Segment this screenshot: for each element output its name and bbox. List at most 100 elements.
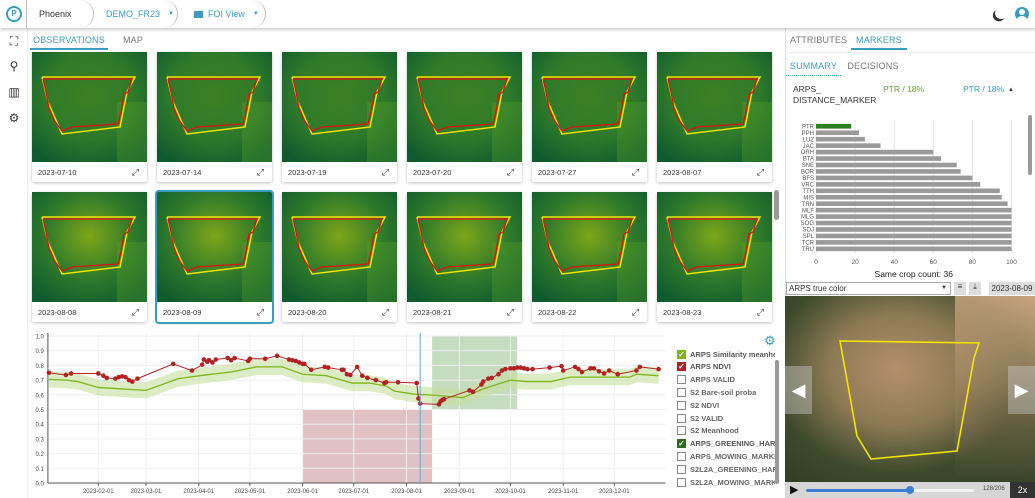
ndvi-point[interactable] xyxy=(588,366,593,371)
ndvi-point[interactable] xyxy=(68,371,74,376)
checkbox[interactable] xyxy=(677,464,686,474)
ndvi-point[interactable] xyxy=(130,379,135,384)
ndvi-point[interactable] xyxy=(591,366,597,371)
ndvi-point[interactable] xyxy=(480,379,486,384)
markers-scrollbar[interactable] xyxy=(1028,115,1032,175)
ndvi-point[interactable] xyxy=(579,369,585,375)
bar[interactable] xyxy=(816,124,852,129)
tab-decisions[interactable]: DECISIONS xyxy=(847,61,899,71)
checkbox[interactable] xyxy=(677,451,686,461)
ndvi-point[interactable] xyxy=(359,373,365,378)
bar[interactable] xyxy=(816,130,860,136)
bar[interactable] xyxy=(816,240,1012,245)
legend-item[interactable]: ARPS_MOWING_MARKER xyxy=(677,450,775,462)
expand-icon[interactable]: ⤢ xyxy=(131,166,139,177)
expand-icon[interactable]: ⤢ xyxy=(506,306,514,317)
ndvi-point[interactable] xyxy=(348,372,353,378)
bar[interactable] xyxy=(816,246,1012,252)
thumbnail-card[interactable]: 2023-08-20 ⤢ xyxy=(282,192,397,322)
bar[interactable] xyxy=(816,156,942,161)
ndvi-point[interactable] xyxy=(656,366,661,372)
checkbox[interactable]: ✓ xyxy=(677,362,686,372)
bar[interactable] xyxy=(816,162,957,168)
ndvi-point[interactable] xyxy=(416,396,421,401)
thumbnail-card[interactable]: 2023-08-07 ⤢ xyxy=(657,52,772,182)
legend-item[interactable]: ✓ ARPS Similarity meanhood xyxy=(677,348,775,360)
bar[interactable] xyxy=(816,175,973,181)
ndvi-point[interactable] xyxy=(489,375,494,381)
map-icon[interactable]: ▥ xyxy=(8,85,20,99)
thumbnail-card[interactable]: 2023-07-10 ⤢ xyxy=(32,52,147,182)
ndvi-point[interactable] xyxy=(225,355,231,361)
bar[interactable] xyxy=(816,149,934,155)
play-button[interactable]: ▶ xyxy=(790,484,799,496)
ndvi-point[interactable] xyxy=(576,366,581,372)
legend-item[interactable]: S2L2A_MOWING_MARKER xyxy=(677,476,775,488)
legend-item[interactable]: ✓ ARPS NDVI xyxy=(677,361,775,373)
breadcrumb-app[interactable]: Phoenix xyxy=(26,0,94,28)
ndvi-point[interactable] xyxy=(530,366,535,372)
checkbox[interactable] xyxy=(677,413,686,423)
expand-icon[interactable]: ⤢ xyxy=(256,306,264,317)
checkbox[interactable] xyxy=(677,375,686,385)
ndvi-point[interactable] xyxy=(170,361,176,367)
ndvi-point[interactable] xyxy=(308,367,314,373)
satellite-image[interactable]: ◀ ▶ xyxy=(785,296,1035,482)
ndvi-point[interactable] xyxy=(601,371,607,376)
ndvi-point[interactable] xyxy=(514,365,520,370)
expand-icon[interactable]: ⤢ xyxy=(756,306,764,317)
bar[interactable] xyxy=(816,201,1008,206)
ndvi-point[interactable] xyxy=(615,371,621,377)
ndvi-point[interactable] xyxy=(104,375,110,381)
ndvi-point[interactable] xyxy=(354,364,360,370)
checkbox[interactable]: ✓ xyxy=(677,349,686,359)
ndvi-point[interactable] xyxy=(365,375,370,381)
moon-icon[interactable] xyxy=(993,5,1009,21)
ndvi-point[interactable] xyxy=(503,366,508,372)
thumbnail-card[interactable]: 2023-07-27 ⤢ xyxy=(532,52,647,182)
ndvi-point[interactable] xyxy=(525,366,530,372)
bar[interactable] xyxy=(816,214,1012,219)
legend-scrollbar[interactable] xyxy=(775,360,779,484)
download-icon[interactable]: ⤓ xyxy=(969,282,981,295)
tab-attributes[interactable]: ATTRIBUTES xyxy=(790,35,848,45)
ndvi-point[interactable] xyxy=(414,380,420,386)
ndvi-point[interactable] xyxy=(210,360,215,365)
ndvi-point[interactable] xyxy=(383,380,389,385)
bar[interactable] xyxy=(816,233,1012,239)
ndvi-point[interactable] xyxy=(63,372,69,378)
layers-icon[interactable]: ≡ xyxy=(954,282,966,295)
ndvi-point[interactable] xyxy=(201,357,207,362)
ndvi-point[interactable] xyxy=(247,356,253,362)
ndvi-point[interactable] xyxy=(232,355,237,361)
thumbnail-card[interactable]: 2023-08-08 ⤢ xyxy=(32,192,147,322)
expand-icon[interactable]: ⤢ xyxy=(131,306,139,317)
thumbnail-card[interactable]: 2023-08-23 ⤢ xyxy=(657,192,772,322)
expand-icon[interactable]: ⤢ xyxy=(756,166,764,177)
thumbnail-card[interactable]: 2023-08-21 ⤢ xyxy=(407,192,522,322)
legend-item[interactable]: S2 NDVI xyxy=(677,399,775,411)
thumbnail-card[interactable]: 2023-07-19 ⤢ xyxy=(282,52,397,182)
legend-item[interactable]: ✓ ARPS_GREENING_HARVEST xyxy=(677,438,775,450)
expand-icon[interactable]: ⤢ xyxy=(381,306,389,317)
bar[interactable] xyxy=(816,188,1000,194)
expand-icon[interactable]: ⤢ xyxy=(506,166,514,177)
ndvi-point[interactable] xyxy=(262,356,268,362)
bar[interactable] xyxy=(816,169,961,174)
ndvi-point[interactable] xyxy=(560,368,566,373)
legend-item[interactable]: S2 VALID xyxy=(677,412,775,424)
collapse-icon[interactable]: ▲ xyxy=(1008,87,1014,93)
ndvi-point[interactable] xyxy=(470,389,476,395)
next-image-button[interactable]: ▶ xyxy=(1008,366,1035,414)
checkbox[interactable]: ✓ xyxy=(677,439,686,449)
ndvi-point[interactable] xyxy=(95,371,101,376)
tab-summary[interactable]: SUMMARY xyxy=(786,56,841,76)
user-icon[interactable] xyxy=(1015,7,1029,21)
ndvi-point[interactable] xyxy=(135,376,140,381)
ndvi-point[interactable] xyxy=(634,368,639,373)
expand-icon[interactable]: ⤢ xyxy=(256,166,264,177)
tab-map[interactable]: MAP xyxy=(122,35,144,45)
ndvi-point[interactable] xyxy=(441,396,447,402)
expand-icon[interactable]: ⤢ xyxy=(631,306,639,317)
expand-icon[interactable]: ⤢ xyxy=(381,166,389,177)
